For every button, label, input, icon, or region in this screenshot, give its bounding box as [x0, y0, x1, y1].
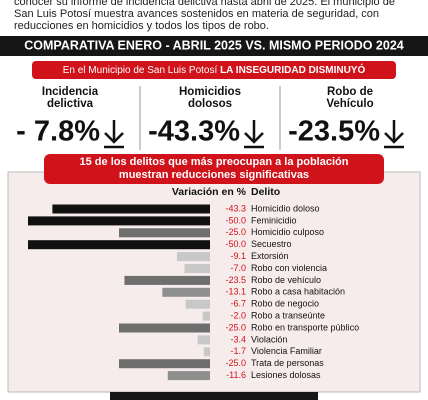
- bar: [185, 299, 210, 309]
- bar: [28, 240, 210, 250]
- down-arrow-icon: [104, 120, 124, 149]
- intro-line: reducciones en homicidios y todos los ti…: [14, 20, 269, 32]
- category-header: Delito: [251, 186, 280, 198]
- category-label: Feminicidio: [251, 215, 297, 225]
- bar: [203, 347, 210, 357]
- indicator-label: delictiva: [47, 98, 94, 110]
- bar: [176, 252, 210, 262]
- value-label: -6.7: [230, 299, 246, 309]
- indicator-label: Incidencia: [42, 86, 99, 98]
- category-label: Robo a casa habitación: [251, 287, 345, 297]
- value-label: -50.0: [225, 215, 246, 225]
- callout-line: muestran reducciones significativas: [119, 169, 309, 181]
- bar: [167, 371, 210, 381]
- subbanner-prefix: En el Municipio de San Luis Potosí: [63, 65, 220, 76]
- category-label: Violación: [251, 334, 287, 344]
- indicator-label: Vehículo: [326, 98, 373, 110]
- banner-background: [0, 36, 428, 56]
- value-label: -7.0: [230, 263, 246, 273]
- indicator-label: dolosos: [188, 98, 232, 110]
- bar: [162, 287, 210, 297]
- down-arrow-icon: [384, 120, 404, 149]
- value-label: -13.1: [225, 287, 246, 297]
- subbanner-text: En el Municipio de San Luis Potosí LA IN…: [63, 63, 366, 76]
- category-label: Robo con violencia: [251, 263, 327, 273]
- value-label: -25.0: [225, 358, 246, 368]
- value-label: -23.5: [225, 275, 246, 285]
- category-label: Extorsión: [251, 251, 289, 261]
- callout-background: [44, 154, 384, 184]
- indicator-label: Robo de: [327, 86, 373, 98]
- value-label: -2.0: [230, 310, 246, 320]
- bar: [197, 335, 210, 345]
- value-label: -25.0: [225, 227, 246, 237]
- category-label: Robo a transeúnte: [251, 310, 325, 320]
- value-label: -11.6: [226, 370, 246, 380]
- value-label: -9.1: [230, 251, 246, 261]
- value-label: -1.7: [230, 346, 246, 356]
- callout-line: 15 de los delitos que más preocupan a la…: [80, 156, 349, 168]
- category-label: Robo en transporte público: [251, 322, 359, 332]
- bar: [184, 264, 210, 273]
- category-label: Robo de vehículo: [251, 275, 321, 285]
- category-label: Trata de personas: [251, 358, 324, 368]
- indicator-value: -43.3%: [148, 116, 240, 148]
- banner-title: COMPARATIVA ENERO - ABRIL 2025 VS. MISMO…: [24, 38, 404, 52]
- footer-band: [110, 392, 318, 400]
- value-label: -25.0: [225, 322, 246, 332]
- value-header: Variación en %: [172, 186, 247, 198]
- category-label: Homicidio culposo: [251, 227, 324, 237]
- category-label: Robo de negocio: [251, 299, 319, 309]
- value-label: -43.3: [225, 203, 246, 213]
- bar: [202, 311, 210, 321]
- category-label: Violencia Familiar: [251, 346, 322, 356]
- value-label: -50.0: [225, 239, 246, 249]
- down-arrow-icon: [244, 120, 264, 149]
- subbanner-background: [32, 61, 396, 79]
- bar: [124, 275, 210, 285]
- category-label: Secuestro: [251, 239, 292, 249]
- category-label: Lesiones dolosas: [251, 370, 321, 380]
- indicator-label: Homicidios: [179, 86, 241, 98]
- indicator-value: - 7.8%: [16, 116, 100, 148]
- bar: [52, 204, 210, 214]
- intro-line: conocer su informe de incidencia delicti…: [14, 0, 395, 8]
- category-label: Homicidio doloso: [251, 203, 320, 213]
- value-label: -3.4: [230, 334, 246, 344]
- indicator-value: -23.5%: [288, 116, 380, 148]
- intro-line: San Luis Potosí muestra avances sostenid…: [14, 8, 379, 20]
- bar: [28, 216, 210, 226]
- bar: [119, 323, 210, 333]
- bar: [119, 228, 210, 238]
- bar: [119, 359, 210, 369]
- subbanner-emphasis: LA INSEGURIDAD DISMINUYÓ: [220, 63, 365, 76]
